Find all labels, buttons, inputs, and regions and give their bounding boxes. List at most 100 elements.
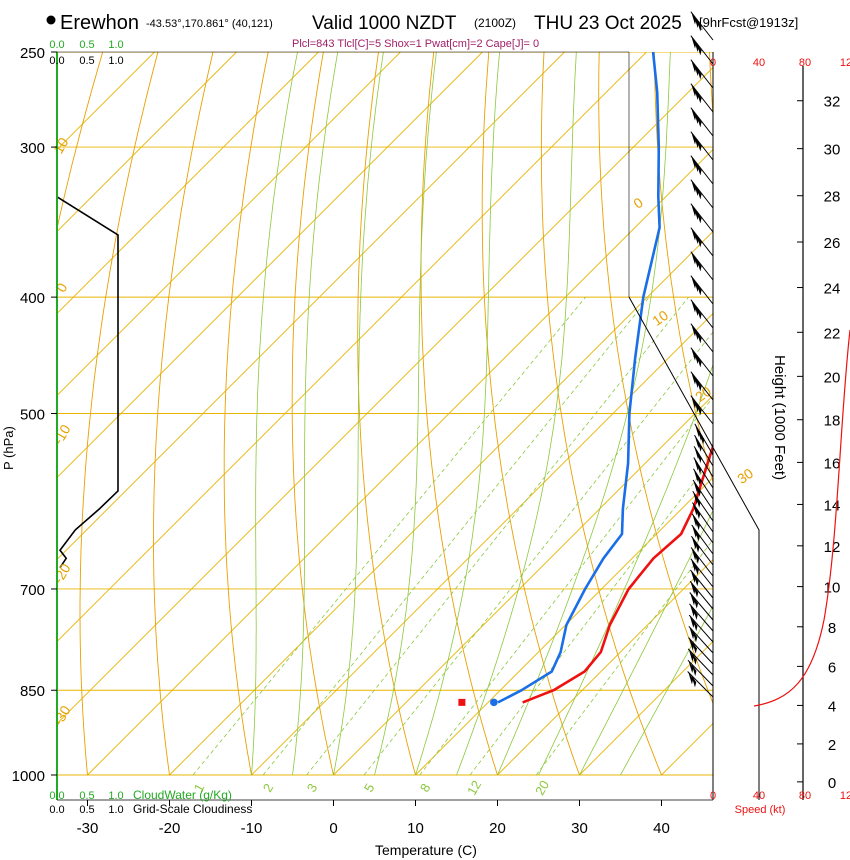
moist-adiabat: [415, 52, 500, 776]
wind-barb: [690, 59, 714, 89]
height-tick-label: 24: [824, 281, 841, 298]
wind-barb: [690, 35, 714, 65]
height-tick-label: 4: [828, 698, 836, 715]
wind-barb: [690, 155, 714, 185]
station-location: -43.53°,170.861° (40,121): [146, 18, 273, 30]
wind-barb: [688, 614, 714, 643]
cloudiness-bottom-tick: 1.0: [108, 804, 123, 816]
speed-bottom-tick: 80: [799, 790, 811, 802]
surface-dewpoint-marker: [490, 698, 498, 707]
forecast-tag: [9hrFcst@1913z]: [699, 15, 798, 30]
dry-adiabat: [653, 52, 713, 484]
cloudwater-top-tick: 0.5: [79, 39, 94, 51]
moist-adiabat: [456, 52, 577, 776]
dry-adiabat: [79, 52, 159, 776]
speed-top-tick: 40: [753, 57, 765, 69]
wind-barb: [694, 423, 714, 456]
dry-adiabat: [291, 52, 334, 776]
theta-label: 10: [50, 135, 72, 157]
stability-indices: Plcl=843 Tlcl[C]=5 Shox=1 Pwat[cm]=2 Cap…: [292, 38, 539, 50]
mixing-ratio-label: 12: [464, 778, 484, 798]
wind-barb: [690, 227, 714, 257]
height-tick-label: 30: [824, 142, 841, 159]
station-bullet-icon: [46, 15, 56, 25]
dry-adiabat: [223, 52, 269, 776]
cloudiness-line: [56, 196, 119, 569]
height-tick-label: 14: [824, 497, 841, 514]
station-name: Erewhon: [60, 12, 139, 34]
pressure-tick-label: 250: [20, 45, 45, 62]
moist-adiabat: [292, 52, 339, 776]
dry-adiabat: [598, 52, 713, 705]
height-tick-label: 20: [824, 369, 841, 386]
mixing-ratio-line: [535, 539, 713, 776]
cloudiness-top-tick: 0.0: [49, 55, 64, 67]
wind-barb: [689, 592, 714, 621]
cloudwater-top-tick: 0.0: [49, 39, 64, 51]
height-tick-label: 32: [824, 94, 841, 111]
wind-barb: [687, 659, 714, 687]
isotherm-line: [415, 476, 713, 776]
height-tick-label: 8: [828, 620, 836, 637]
isotherm-line: [57, 52, 565, 561]
wind-barb: [690, 395, 714, 425]
valid-time: Valid 1000 NZDT: [312, 13, 457, 34]
dry-adiabat: [481, 52, 580, 776]
speed-label: Speed (kt): [735, 804, 786, 816]
dry-adiabat: [540, 52, 662, 776]
wind-barb: [690, 251, 714, 281]
speed-top-tick: 12: [840, 57, 850, 69]
dry-adiabat: [153, 52, 214, 776]
isotherm-line: [87, 148, 713, 776]
cloudiness-profile: [56, 196, 119, 569]
wind-barb: [690, 83, 714, 113]
cloudwater-bottom-tick: 1.0: [108, 790, 123, 802]
pressure-tick-label: 300: [20, 140, 45, 157]
wind-barb: [690, 323, 714, 353]
wind-barb: [692, 490, 714, 522]
isotherm-line: [169, 230, 713, 776]
wind-barb: [693, 446, 714, 478]
wind-barb: [687, 648, 714, 676]
moist-adiabat: [620, 605, 713, 776]
height-tick-label: 6: [828, 659, 836, 676]
height-tick-label: 16: [824, 455, 841, 472]
theta-label: 0: [53, 280, 71, 295]
theta-label: 0: [630, 194, 646, 212]
moist-adiabat: [333, 52, 384, 776]
isotherm-line: [57, 52, 401, 397]
wind-barb: [693, 457, 714, 489]
theta-label: -30: [50, 703, 74, 729]
temperature-tick-label: 0: [329, 820, 337, 837]
wind-barb: [691, 513, 714, 544]
isotherm-line: [57, 52, 237, 233]
wind-barb: [689, 580, 714, 610]
dry-adiabat: [357, 52, 416, 776]
temperature-tick-label: 40: [653, 820, 670, 837]
mixing-ratio-label: 2: [260, 781, 277, 795]
moist-adiabat: [251, 52, 298, 776]
mixing-ratio-label: 5: [361, 781, 378, 795]
sounding-profiles: [458, 52, 713, 707]
wind-barb: [693, 468, 714, 500]
moist-adiabat: [538, 363, 713, 776]
cloudiness-bottom-tick: 0.0: [49, 804, 64, 816]
pressure-tick-label: 500: [20, 407, 45, 424]
wind-barb: [694, 434, 714, 467]
cloudwater-label: CloudWater (g/Kg): [133, 788, 232, 802]
wind-barb: [690, 299, 714, 329]
moist-adiabat: [374, 52, 437, 776]
wind-barb: [691, 502, 714, 533]
cloudiness-top-tick: 1.0: [108, 55, 123, 67]
temperature-tick-label: -30: [77, 820, 99, 837]
height-tick-label: 12: [824, 539, 841, 556]
wind-speed-data: [713, 625, 775, 702]
pressure-tick-label: 850: [20, 683, 45, 700]
mixing-ratio-line: [192, 296, 586, 776]
cloudiness-bottom-tick: 0.5: [79, 804, 94, 816]
cloudwater-bottom-tick: 0.5: [79, 790, 94, 802]
wind-barb: [690, 179, 714, 209]
mixing-ratio-line: [363, 331, 713, 776]
pressure-tick-label: 400: [20, 290, 45, 307]
theta-label: 10: [649, 307, 671, 329]
